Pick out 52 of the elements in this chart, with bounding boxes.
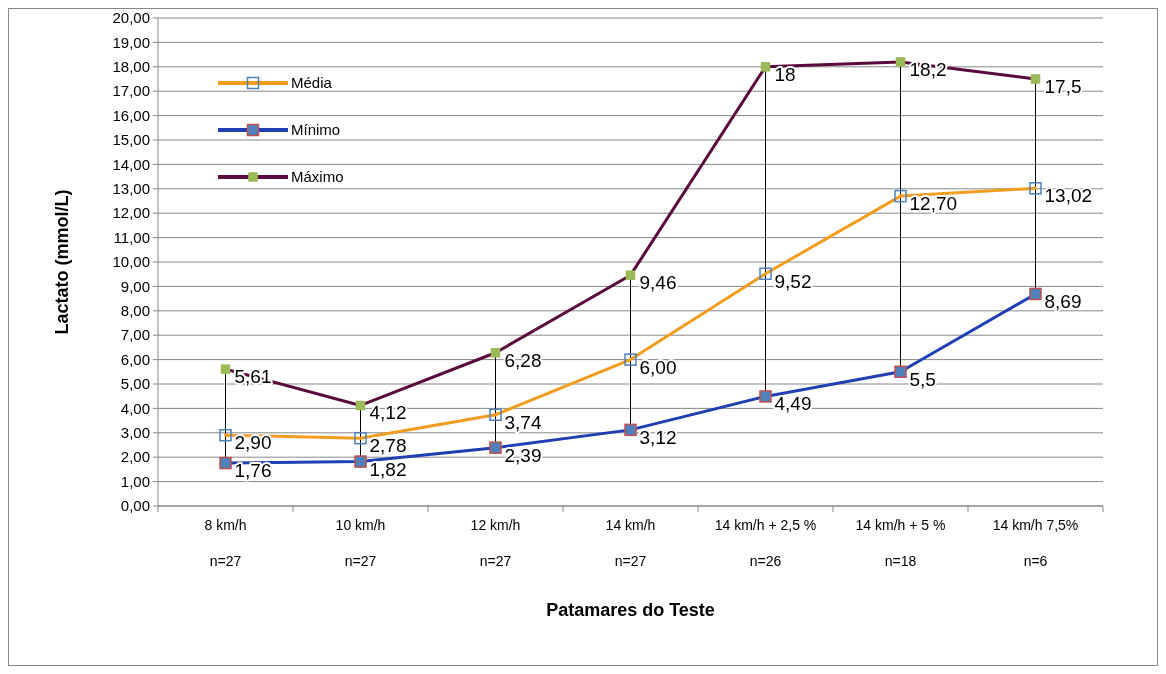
data-label: 3,12 xyxy=(639,426,677,448)
y-tick-label: 19,00 xyxy=(112,33,150,51)
category-label: 14 km/h 7,5% n=6 xyxy=(992,517,1079,569)
data-label: 12,70 xyxy=(909,193,958,215)
data-label: 9,52 xyxy=(774,270,812,292)
legend-label: Média xyxy=(291,74,333,92)
y-tick-label: 7,00 xyxy=(120,326,150,344)
data-label: 6,00 xyxy=(639,356,677,378)
y-tick-label: 15,00 xyxy=(112,131,150,149)
data-label: 9,46 xyxy=(639,272,677,294)
y-tick-label: 16,00 xyxy=(112,106,150,124)
category-label: 10 km/h n=27 xyxy=(335,517,386,569)
y-axis-title: Lactato (mmol/L) xyxy=(52,189,72,335)
y-tick-label: 17,00 xyxy=(112,82,150,100)
data-label: 4,12 xyxy=(369,402,407,424)
category-label: 8 km/h n=27 xyxy=(204,517,247,569)
category-label: 14 km/h n=27 xyxy=(605,517,656,569)
y-tick-label: 5,00 xyxy=(120,375,150,393)
data-label: 3,74 xyxy=(504,411,542,433)
y-tick-label: 0,00 xyxy=(120,497,150,515)
y-tick-label: 20,00 xyxy=(112,9,150,27)
y-tick-label: 1,00 xyxy=(120,472,150,490)
data-label: 8,69 xyxy=(1044,290,1082,312)
data-label: 1,82 xyxy=(369,458,407,480)
data-label: 2,90 xyxy=(234,432,272,454)
category-label: 12 km/h n=27 xyxy=(470,517,521,569)
data-label: 2,78 xyxy=(369,435,407,457)
data-label: 17,5 xyxy=(1044,76,1082,97)
y-tick-label: 9,00 xyxy=(120,277,150,295)
data-label: 4,49 xyxy=(774,393,812,415)
y-tick-label: 13,00 xyxy=(112,180,150,198)
legend-label: Máximo xyxy=(291,168,344,186)
category-label: 14 km/h + 5 % n=18 xyxy=(855,517,946,569)
x-axis-title: Patamares do Teste xyxy=(546,600,715,620)
data-label: 18 xyxy=(774,63,796,85)
data-label: 13,02 xyxy=(1044,185,1093,207)
data-label: 2,39 xyxy=(504,444,542,466)
data-label: 1,76 xyxy=(234,460,272,482)
y-tick-label: 2,00 xyxy=(120,448,150,466)
y-tick-label: 4,00 xyxy=(120,399,150,417)
legend-label: Mínimo xyxy=(291,121,341,139)
y-tick-label: 8,00 xyxy=(120,302,150,320)
y-tick-label: 11,00 xyxy=(113,228,150,246)
y-tick-label: 6,00 xyxy=(120,350,150,368)
data-label: 5,5 xyxy=(909,368,936,390)
y-tick-label: 3,00 xyxy=(120,424,150,442)
y-tick-label: 14,00 xyxy=(112,155,150,173)
category-label: 14 km/h + 2,5 % n=26 xyxy=(714,517,817,569)
y-tick-label: 18,00 xyxy=(112,58,150,76)
y-tick-label: 12,00 xyxy=(112,204,150,222)
data-label: 6,28 xyxy=(504,349,542,371)
y-tick-label: 10,00 xyxy=(112,253,150,271)
